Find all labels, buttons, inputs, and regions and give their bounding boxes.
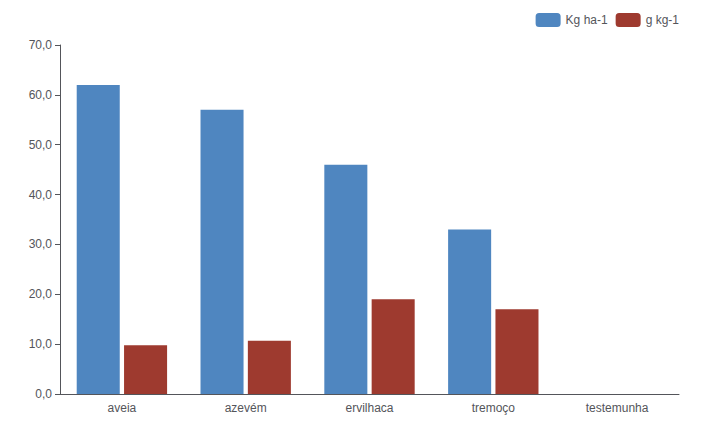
svg-text:aveia: aveia — [108, 401, 137, 415]
svg-text:0,0: 0,0 — [35, 387, 52, 401]
svg-text:testemunha: testemunha — [586, 401, 649, 415]
svg-text:60,0: 60,0 — [29, 88, 53, 102]
svg-text:70,0: 70,0 — [29, 38, 53, 52]
svg-text:50,0: 50,0 — [29, 138, 53, 152]
svg-text:azevém: azevém — [225, 401, 267, 415]
svg-text:ervilhaca: ervilhaca — [345, 401, 393, 415]
svg-text:40,0: 40,0 — [29, 188, 53, 202]
svg-text:30,0: 30,0 — [29, 237, 53, 251]
svg-text:Kg ha-1: Kg ha-1 — [566, 13, 608, 27]
svg-text:10,0: 10,0 — [29, 337, 53, 351]
svg-text:20,0: 20,0 — [29, 287, 53, 301]
svg-text:tremoço: tremoço — [472, 401, 516, 415]
svg-text:g kg-1: g kg-1 — [646, 13, 680, 27]
